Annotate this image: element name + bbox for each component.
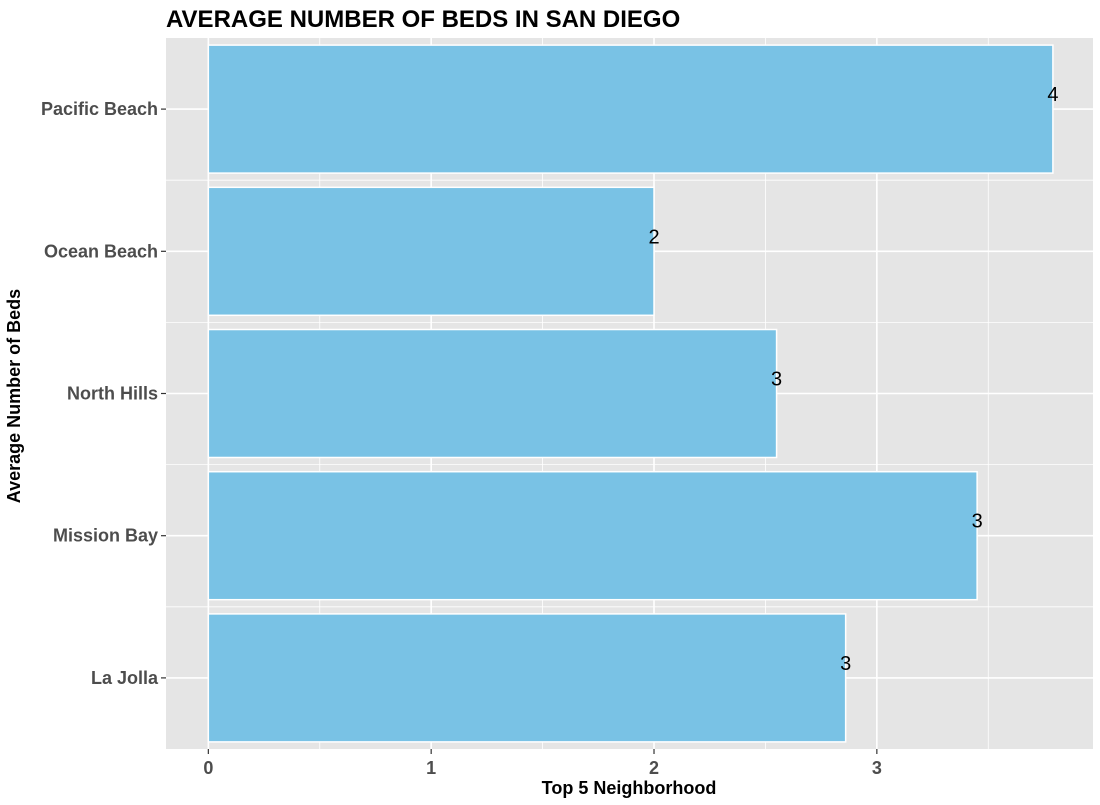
y-axis-title: Average Number of Beds	[4, 289, 24, 503]
data-label: 2	[648, 226, 659, 248]
data-label: 4	[1047, 84, 1058, 106]
y-tick-label: North Hills	[67, 384, 158, 404]
y-tick-label: Pacific Beach	[41, 99, 158, 119]
y-tick-label: La Jolla	[91, 668, 159, 688]
bar	[207, 44, 1054, 174]
x-tick-label: 0	[203, 758, 213, 778]
y-tick-label: Ocean Beach	[44, 241, 158, 261]
y-tick-label: Mission Bay	[53, 526, 158, 546]
bars	[207, 44, 1054, 743]
bar	[207, 470, 978, 601]
bar	[207, 328, 778, 459]
y-axis: La Jolla Mission Bay North Hills Ocean Beac…	[41, 99, 166, 688]
data-label: 3	[771, 369, 782, 391]
bar	[207, 186, 655, 317]
bar	[207, 613, 847, 743]
chart-title: AVERAGE NUMBER OF BEDS IN SAN DIEGO	[166, 6, 680, 33]
data-label: 3	[972, 511, 983, 533]
x-tick-label: 3	[872, 758, 882, 778]
x-tick-label: 1	[426, 758, 436, 778]
x-axis-title: Top 5 Neighborhood	[542, 778, 717, 798]
data-labels: 3 3 3 2 4	[648, 84, 1058, 675]
data-label: 3	[840, 653, 851, 675]
x-tick-label: 2	[649, 758, 659, 778]
x-axis: 0 1 2 3	[203, 749, 882, 778]
